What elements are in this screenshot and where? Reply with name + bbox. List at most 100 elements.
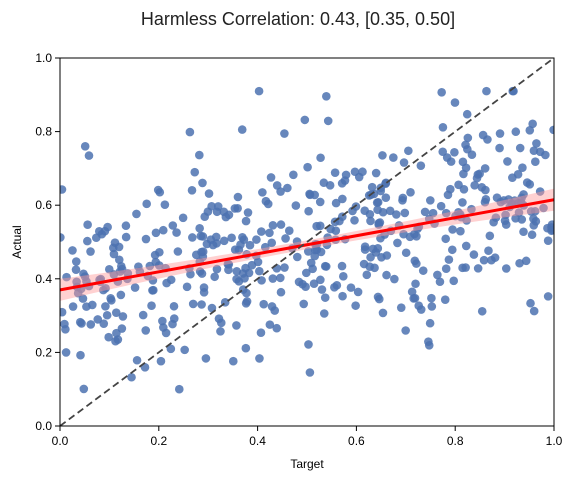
scatter-point (280, 129, 289, 138)
scatter-point (83, 236, 92, 246)
scatter-point (500, 216, 510, 225)
scatter-point (351, 301, 360, 310)
scatter-point (456, 226, 465, 236)
scatter-point (337, 261, 347, 271)
scatter-point (477, 183, 487, 192)
scatter-point (416, 305, 426, 314)
scatter-point (217, 318, 226, 328)
scatter-point (199, 288, 209, 297)
scatter-point (198, 178, 207, 188)
scatter-point (303, 162, 312, 172)
scatter-point (378, 151, 387, 160)
scatter-point (401, 326, 410, 335)
scatter-point (60, 185, 67, 194)
scatter-point (330, 283, 339, 292)
scatter-point (353, 287, 363, 297)
scatter-point (508, 173, 517, 182)
scatter-point (261, 242, 270, 252)
scatter-point (304, 340, 313, 349)
scatter-point (499, 196, 509, 205)
scatter-point (487, 255, 496, 265)
scatter-point (212, 264, 222, 274)
scatter-point (444, 255, 454, 264)
scatter-point (525, 126, 535, 135)
scatter-point (346, 283, 356, 292)
scatter-point (440, 295, 450, 304)
scatter-point (79, 384, 89, 394)
scatter-point (441, 234, 451, 244)
scatter-point (254, 86, 264, 96)
scatter-point (447, 245, 457, 255)
scatter-point (109, 249, 119, 259)
scatter-point (169, 301, 179, 311)
scatter-point (315, 197, 325, 207)
scatter-point (450, 148, 459, 157)
scatter-point (138, 310, 148, 320)
scatter-point (230, 245, 240, 254)
scatter-point (515, 258, 524, 268)
scatter-point (240, 273, 249, 283)
scatter-point (441, 264, 451, 273)
scatter-point (350, 216, 359, 225)
scatter-point (535, 147, 545, 157)
scatter-point (258, 188, 267, 197)
scatter-point (472, 173, 482, 183)
scatter-point (91, 233, 101, 243)
scatter-point (321, 262, 331, 271)
scatter-point (518, 163, 527, 172)
scatter-point (438, 123, 448, 132)
scatter-point (400, 208, 410, 218)
scatter-point (371, 248, 381, 257)
scatter-point (228, 356, 238, 366)
scatter-point (305, 190, 315, 200)
scatter-point (436, 201, 446, 211)
scatter-point (319, 178, 329, 188)
scatter-point (195, 267, 205, 276)
scatter-point (180, 345, 189, 355)
scatter-point (531, 217, 541, 226)
scatter-point (539, 203, 548, 213)
scatter-point (161, 328, 171, 338)
scatter-point (118, 312, 128, 321)
scatter-point (316, 275, 325, 285)
scatter-point (399, 158, 409, 167)
scatter-point (302, 268, 311, 278)
scatter-point (101, 283, 110, 293)
x-tick-label: 0.0 (52, 434, 69, 448)
scatter-point (482, 86, 491, 96)
x-tick-label: 0.4 (249, 434, 266, 448)
scatter-point (281, 234, 290, 243)
scatter-point (172, 228, 181, 237)
scatter-point (446, 157, 456, 166)
scatter-point (378, 308, 388, 318)
scatter-point (132, 209, 141, 219)
scatter-point (132, 355, 142, 365)
scatter-point (371, 168, 381, 178)
scatter-point (197, 300, 206, 309)
scatter-point (316, 153, 325, 163)
scatter-point (255, 266, 264, 276)
x-tick-label: 0.8 (447, 434, 464, 448)
scatter-point (284, 226, 294, 235)
scatter-point (241, 216, 251, 226)
scatter-point (245, 240, 255, 250)
scatter-point (241, 263, 250, 273)
scatter-point (420, 207, 430, 217)
scatter-point (86, 247, 95, 256)
scatter-point (319, 309, 329, 318)
scatter-point (410, 256, 420, 266)
scatter-point (515, 143, 525, 153)
scatter-point (480, 197, 490, 207)
scatter-point (148, 286, 157, 295)
scatter-point (255, 354, 264, 363)
scatter-point (480, 164, 490, 173)
scatter-point (187, 185, 197, 195)
scatter-point (60, 319, 69, 329)
scatter-point (437, 88, 446, 97)
scatter-point (495, 129, 505, 138)
scatter-point (446, 184, 455, 194)
scatter-point (147, 301, 156, 310)
scatter-point (438, 147, 448, 157)
scatter-point (148, 276, 158, 285)
scatter-point (543, 292, 553, 301)
